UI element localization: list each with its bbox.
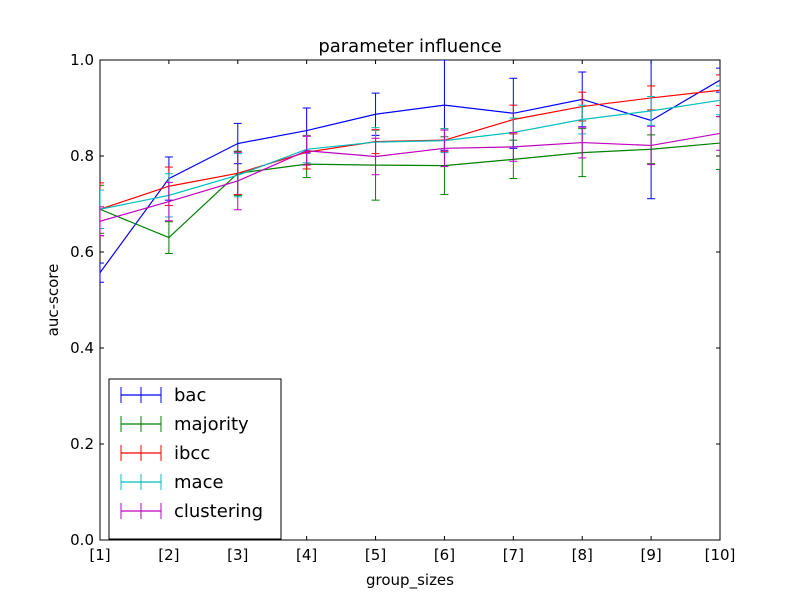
data-point <box>719 99 720 101</box>
x-tick-label: [10] <box>705 546 736 564</box>
data-point <box>168 201 170 203</box>
legend-item-mace: mace <box>120 472 224 493</box>
data-point <box>374 155 377 158</box>
legend-label: ibcc <box>174 443 210 464</box>
data-point <box>443 147 446 149</box>
series-layer <box>100 60 720 283</box>
x-tick-label: [9] <box>640 546 661 564</box>
data-point <box>237 180 239 182</box>
x-tick-label: [4] <box>296 546 317 564</box>
data-point <box>374 113 377 115</box>
data-point <box>719 132 720 135</box>
data-point <box>512 146 514 148</box>
series-line <box>100 132 720 222</box>
y-tick-label: 0.0 <box>70 531 94 549</box>
data-point <box>581 141 583 144</box>
y-tick-label: 0.4 <box>70 339 94 357</box>
legend-box <box>108 378 282 540</box>
plot-area: [1] [2] [3] [4] [5] [6] [7] [8] [9] [10] 0.0 0.2 0.4… <box>70 51 736 564</box>
data-point <box>443 104 446 106</box>
legend-item-clustering: clustering <box>120 501 263 522</box>
data-point <box>306 129 308 132</box>
legend-label: majority <box>174 414 249 435</box>
data-point <box>100 220 101 222</box>
x-tick-label: [7] <box>503 546 524 564</box>
y-tick-label: 0.8 <box>70 147 94 165</box>
legend-item-majority: majority <box>120 414 249 435</box>
y-tick-label: 0.6 <box>70 243 94 261</box>
legend-label: bac <box>174 385 206 406</box>
axes-frame <box>99 59 721 541</box>
x-tick-label: [8] <box>572 546 593 564</box>
x-axis-label: group_sizes <box>366 571 454 590</box>
legend: bac majority ibcc mace clustering <box>108 378 282 540</box>
series-line <box>100 79 720 273</box>
x-tick-label: [1] <box>89 546 110 564</box>
x-tick-label: [5] <box>365 546 386 564</box>
x-tick-label: [2] <box>158 546 179 564</box>
y-tick-label: 1.0 <box>70 51 94 69</box>
data-point <box>168 237 170 239</box>
data-point <box>650 144 652 147</box>
legend-label: mace <box>174 472 224 493</box>
chart-title: parameter influence <box>318 36 501 57</box>
legend-label: clustering <box>174 501 263 522</box>
data-point <box>581 118 583 121</box>
legend-item-bac: bac <box>120 385 206 406</box>
data-point <box>100 272 101 274</box>
x-tick-label: [3] <box>227 546 248 564</box>
series-line <box>100 99 720 210</box>
series-line <box>100 142 720 239</box>
data-point <box>306 150 308 152</box>
y-tick-label: 0.2 <box>70 435 94 453</box>
y-axis-label: auc-score <box>44 264 62 337</box>
data-point <box>237 142 239 145</box>
series-clustering <box>100 116 720 237</box>
x-tick-label: [6] <box>434 546 455 564</box>
legend-item-ibcc: ibcc <box>120 443 210 464</box>
data-point <box>650 110 652 112</box>
